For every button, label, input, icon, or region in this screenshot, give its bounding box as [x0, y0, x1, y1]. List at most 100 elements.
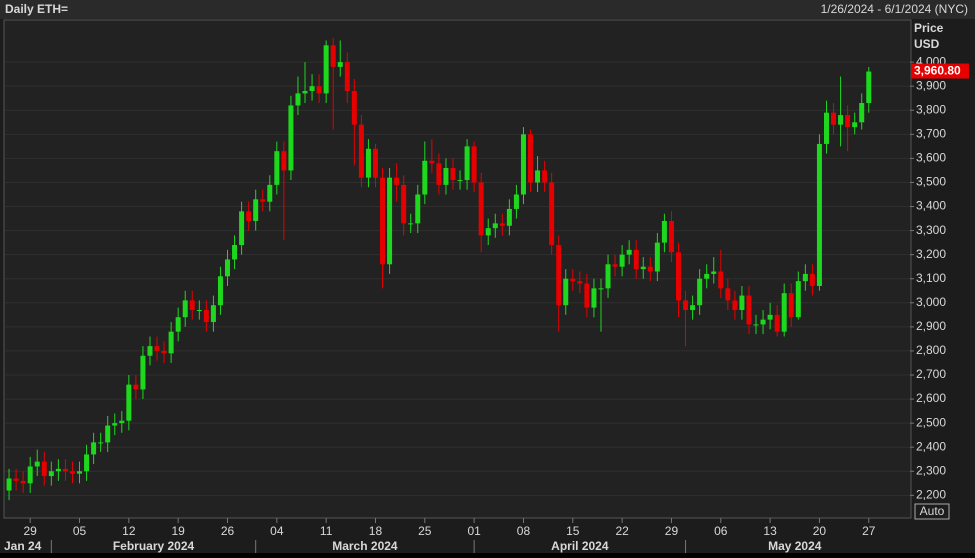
candle-body [344, 62, 350, 91]
candle-body [408, 223, 414, 225]
candle-body [767, 314, 773, 320]
candle-body [351, 91, 357, 125]
candle-body [415, 194, 421, 224]
candle-body [668, 220, 674, 253]
x-tick-label: 22 [615, 524, 629, 538]
candle-body [210, 305, 216, 323]
candle-body [591, 288, 597, 308]
candle-body [154, 346, 160, 351]
y-tick-label: 3,300 [916, 223, 946, 237]
candle-body [182, 300, 188, 318]
candle-body [506, 208, 512, 226]
candle-body [323, 45, 329, 94]
y-tick-label: 2,500 [916, 415, 946, 429]
y-tick-label: 2,400 [916, 439, 946, 453]
y-tick-label: 3,200 [916, 247, 946, 261]
header-bar [0, 0, 975, 19]
candle-body [831, 112, 837, 125]
x-tick-label: 20 [813, 524, 827, 538]
candle-body [683, 300, 689, 311]
y-tick-label: 3,800 [916, 102, 946, 116]
x-tick-label: 29 [24, 524, 38, 538]
candle-body [380, 177, 386, 265]
candle-body [577, 281, 583, 284]
x-tick-label: 11 [320, 524, 333, 538]
candle-body [98, 442, 104, 444]
candle-body [358, 124, 364, 178]
y-tick-label: 2,200 [916, 488, 946, 502]
auto-button-label[interactable]: Auto [920, 504, 945, 518]
candle-body [316, 86, 322, 94]
candle-body [816, 143, 822, 286]
candle-body [859, 103, 865, 123]
candle-body [196, 310, 202, 312]
candle-body [556, 245, 562, 306]
candle-body [217, 276, 223, 306]
x-tick-label: 19 [171, 524, 185, 538]
candle-body [563, 278, 569, 306]
y-tick-label: 2,600 [916, 391, 946, 405]
x-tick-label: 25 [418, 524, 432, 538]
candle-body [485, 228, 491, 236]
y-tick-label: 3,700 [916, 126, 946, 140]
y-axis-unit: USD [914, 37, 940, 51]
candle-body [274, 151, 280, 185]
candle-body [492, 223, 498, 229]
candle-body [612, 264, 618, 267]
candle-body [711, 271, 717, 274]
candle-body [809, 273, 815, 286]
candle-body [619, 254, 625, 267]
candle-body [535, 170, 541, 183]
candle-body [288, 105, 294, 171]
candle-body [55, 468, 61, 472]
candle-body [232, 245, 238, 260]
month-label: March 2024 [332, 539, 398, 553]
candle-body [330, 45, 336, 67]
candle-body [175, 317, 181, 332]
candle-body [372, 148, 378, 178]
x-tick-label: 18 [369, 524, 383, 538]
candle-body [20, 480, 26, 484]
candle-body [105, 425, 111, 443]
y-tick-label: 2,800 [916, 343, 946, 357]
candle-body [365, 148, 371, 178]
y-tick-label: 2,900 [916, 319, 946, 333]
candle-body [471, 146, 477, 183]
last-price-tag [911, 63, 969, 79]
y-tick-label: 3,100 [916, 271, 946, 285]
candle-body [253, 199, 259, 221]
candle-body [41, 461, 47, 477]
candle-body [112, 423, 118, 426]
x-tick-label: 04 [270, 524, 284, 538]
candle-body [62, 468, 68, 472]
candle-body [697, 278, 703, 306]
candle-body [788, 293, 794, 318]
candle-body [760, 319, 766, 325]
x-tick-label: 27 [862, 524, 876, 538]
candle-body [394, 177, 400, 185]
x-tick-label: 26 [221, 524, 235, 538]
date-range: 1/26/2024 - 6/1/2024 (NYC) [821, 2, 968, 16]
candle-body [605, 264, 611, 289]
x-tick-label: 06 [714, 524, 728, 538]
candle-body [598, 288, 604, 290]
x-tick-label: 05 [73, 524, 87, 538]
candle-body [168, 331, 174, 354]
y-tick-label: 3,000 [916, 295, 946, 309]
candle-body [401, 184, 407, 224]
candle-body [732, 300, 738, 311]
candle-body [852, 122, 858, 128]
candle-body [570, 278, 576, 282]
auto-button[interactable] [914, 503, 950, 520]
candle-body [753, 324, 759, 326]
x-tick-label: 15 [566, 524, 580, 538]
candle-body [633, 249, 639, 270]
candle-body [295, 93, 301, 106]
candle-body [528, 134, 534, 183]
candle-body [464, 146, 470, 181]
candle-body [13, 478, 19, 481]
x-tick-label: 08 [517, 524, 531, 538]
candle-body [429, 160, 435, 164]
y-tick-label: 3,900 [916, 78, 946, 92]
